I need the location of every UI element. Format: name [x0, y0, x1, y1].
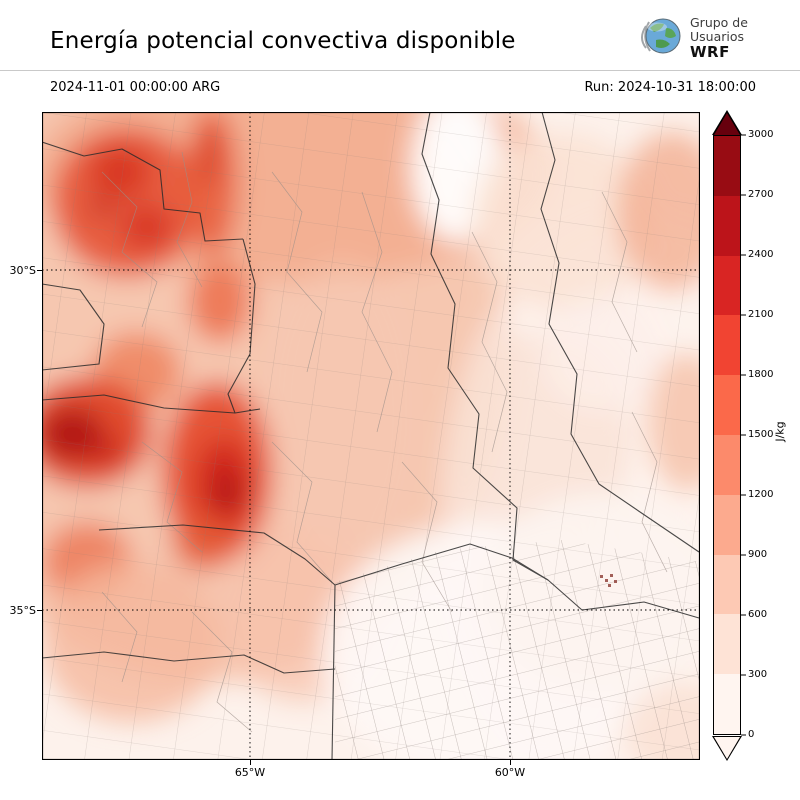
logo-line-2: Usuarios	[690, 28, 745, 44]
cbar-tick-2100: 2100	[748, 309, 774, 320]
globe-icon	[636, 14, 684, 62]
colorbar-segment	[714, 136, 740, 196]
valid-time-label: 2024-11-01 00:00:00 ARG	[50, 80, 221, 95]
logo-line-1: Grupo de	[690, 14, 748, 30]
colorbar-under-arrow	[714, 737, 740, 759]
lon-tick-60w	[510, 760, 511, 765]
colorbar-segment	[714, 255, 740, 316]
cbar-tick-3000: 3000	[748, 129, 774, 140]
page-title: Energía potencial convectiva disponible	[50, 28, 516, 54]
colorbar-segment	[714, 494, 740, 555]
cbar-tick-2400: 2400	[748, 249, 774, 260]
colorbar-segment	[714, 315, 740, 376]
lat-label-30s: 30°S	[9, 264, 36, 277]
cbar-tick-900: 900	[748, 549, 768, 560]
cbar-tick-300: 300	[748, 669, 768, 680]
colorbar-over-arrow	[714, 113, 740, 135]
run-time-label: Run: 2024-10-31 18:00:00	[584, 80, 756, 95]
cbar-tick-600: 600	[748, 609, 768, 620]
colorbar-ticks	[741, 134, 746, 736]
lat-tick-30s	[37, 270, 42, 271]
cbar-tick-1200: 1200	[748, 489, 774, 500]
header-divider	[0, 70, 800, 71]
wrf-logo: Grupo de Usuarios WRF	[636, 14, 748, 62]
lat-label-35s: 35°S	[9, 604, 36, 617]
colorbar-segment	[714, 674, 740, 734]
lat-tick-35s	[37, 610, 42, 611]
logo-text: Grupo de Usuarios WRF	[690, 14, 748, 61]
colorbar-segment	[714, 614, 740, 675]
colorbar-unit-label: J/kg	[773, 421, 787, 442]
colorbar	[713, 135, 741, 735]
lon-tick-65w	[250, 760, 251, 765]
lon-label-60w: 60°W	[494, 766, 526, 779]
colorbar-segment	[714, 195, 740, 256]
colorbar-segment	[714, 434, 740, 495]
lon-label-65w: 65°W	[234, 766, 266, 779]
cbar-tick-1500: 1500	[748, 429, 774, 440]
cbar-tick-1800: 1800	[748, 369, 774, 380]
colorbar-segment	[714, 554, 740, 615]
cape-map-canvas	[41, 111, 701, 761]
logo-line-3: WRF	[690, 42, 730, 61]
cbar-tick-0: 0	[748, 729, 755, 740]
colorbar-segment	[714, 375, 740, 435]
cbar-tick-2700: 2700	[748, 189, 774, 200]
